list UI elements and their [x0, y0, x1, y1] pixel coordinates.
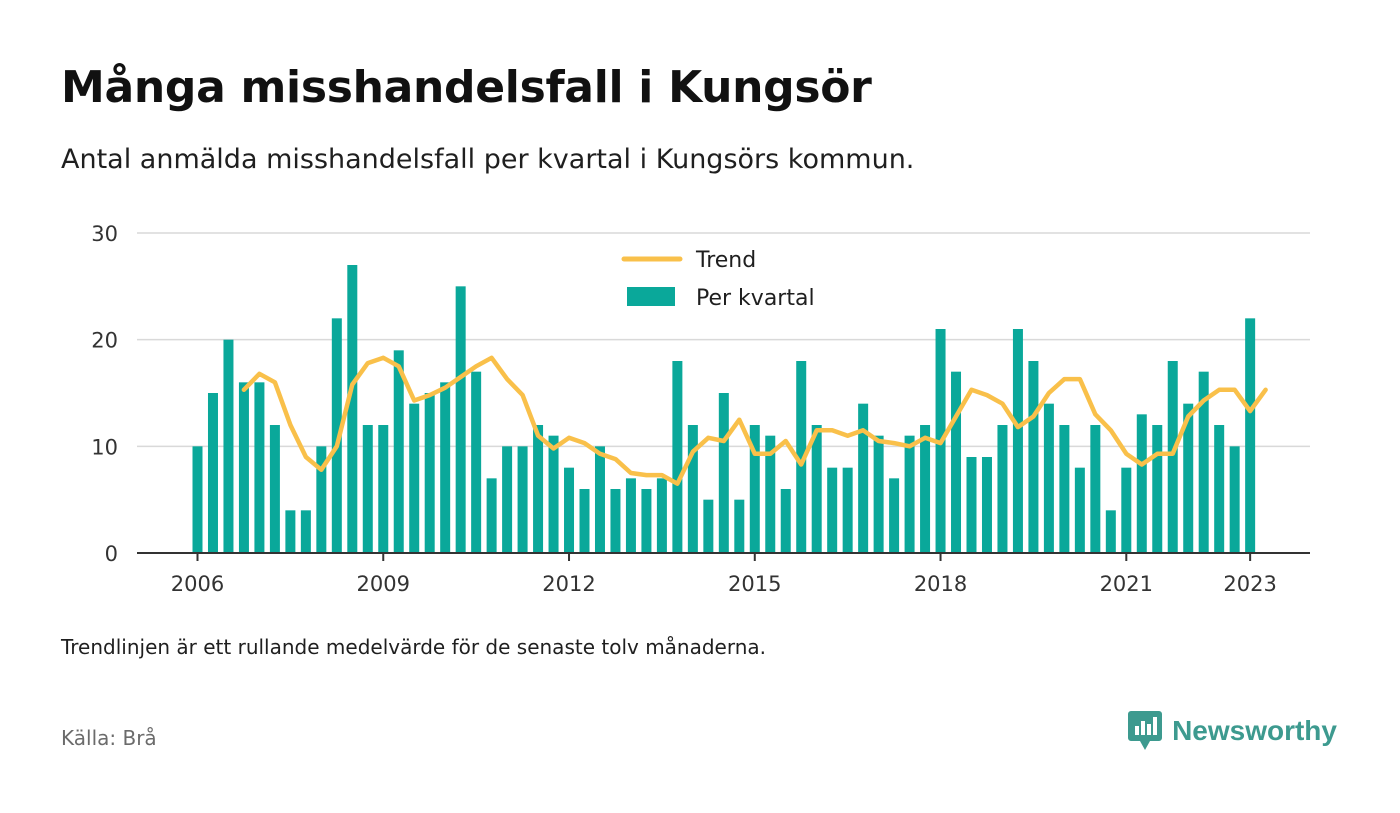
bar — [347, 265, 358, 553]
bar — [734, 499, 745, 553]
x-tick-label: 2023 — [1223, 572, 1276, 596]
bar — [1229, 446, 1240, 553]
source-label: Källa: Brå — [61, 726, 157, 750]
bar — [1183, 403, 1194, 553]
bar — [579, 489, 590, 553]
bar — [1012, 329, 1023, 553]
chart-subtitle: Antal anmälda misshandelsfall per kvarta… — [61, 144, 915, 175]
legend-trend-label: Trend — [695, 248, 756, 273]
bar — [192, 446, 203, 553]
bar — [486, 478, 497, 553]
bar — [1167, 361, 1178, 553]
bar — [827, 467, 838, 553]
bar — [207, 393, 218, 553]
trend-series — [241, 355, 1268, 486]
bar — [440, 382, 451, 553]
bar — [1059, 425, 1070, 553]
bar — [1121, 467, 1132, 553]
bar — [981, 457, 992, 553]
bar — [254, 382, 265, 553]
bar — [858, 403, 869, 553]
y-tick-label: 10 — [91, 435, 118, 459]
bar — [656, 478, 667, 553]
y-tick-label: 20 — [91, 329, 118, 353]
grid-lines: 0 10 20 30 — [91, 222, 1310, 566]
bar — [1214, 425, 1225, 553]
bar — [811, 425, 822, 553]
bar — [687, 425, 698, 553]
chart-title: Många misshandelsfall i Kungsör — [61, 62, 872, 113]
bar — [997, 425, 1008, 553]
bar — [796, 361, 807, 553]
bar — [920, 425, 931, 553]
bar — [1090, 425, 1101, 553]
bar-series — [192, 265, 1256, 553]
bar — [780, 489, 791, 553]
x-axis: 2006 2009 2012 2015 2018 2021 2023 — [137, 552, 1310, 596]
brand-name: Newsworthy — [1172, 715, 1337, 746]
bar — [455, 286, 466, 553]
bar — [625, 478, 636, 553]
bar — [316, 446, 327, 553]
bar — [471, 371, 482, 553]
bar — [393, 350, 404, 553]
bar — [300, 510, 311, 553]
bar — [409, 403, 420, 553]
bar — [1198, 371, 1209, 553]
bar — [285, 510, 296, 553]
x-tick-label: 2021 — [1100, 572, 1153, 596]
bar — [223, 339, 234, 553]
bar — [749, 425, 760, 553]
x-tick-label: 2009 — [357, 572, 410, 596]
bar — [564, 467, 575, 553]
x-tick-label: 2018 — [914, 572, 967, 596]
bar — [1074, 467, 1085, 553]
trend-line — [241, 355, 1268, 486]
chart-canvas: 0 10 20 30 2006 2009 2012 2015 2018 2021 2023 Tre… — [91, 222, 1310, 596]
bar — [238, 382, 249, 553]
bar — [1245, 318, 1256, 553]
x-tick-label: 2015 — [728, 572, 781, 596]
bar — [269, 425, 280, 553]
bar — [672, 361, 683, 553]
bar — [842, 467, 853, 553]
legend: Trend Per kvartal — [621, 248, 815, 311]
bar — [362, 425, 373, 553]
bar — [610, 489, 621, 553]
bar — [594, 446, 605, 553]
legend-bar-label: Per kvartal — [696, 286, 815, 311]
bar — [703, 499, 714, 553]
x-tick-label: 2012 — [542, 572, 595, 596]
bar — [331, 318, 342, 553]
newsworthy-logo-icon — [1128, 711, 1163, 750]
legend-bar-swatch — [627, 287, 675, 306]
bar — [1028, 361, 1039, 553]
bar — [951, 371, 962, 553]
trend-note: Trendlinjen är ett rullande medelvärde f… — [61, 635, 767, 659]
bar — [533, 425, 544, 553]
bar — [424, 393, 435, 553]
y-tick-label: 0 — [105, 542, 118, 566]
bar — [889, 478, 900, 553]
bar — [873, 435, 884, 553]
bar — [718, 393, 729, 553]
bar — [1136, 414, 1147, 553]
brand-logo: Newsworthy — [1128, 711, 1337, 751]
bar — [502, 446, 513, 553]
bar — [1043, 403, 1054, 553]
bar — [641, 489, 652, 553]
y-tick-label: 30 — [91, 222, 118, 246]
bar — [765, 435, 776, 553]
x-tick-label: 2006 — [171, 572, 224, 596]
bar — [966, 457, 977, 553]
bar — [548, 435, 559, 553]
bar — [517, 446, 528, 553]
bar — [904, 435, 915, 553]
bar — [1105, 510, 1116, 553]
bar — [378, 425, 389, 553]
bar — [1152, 425, 1163, 553]
